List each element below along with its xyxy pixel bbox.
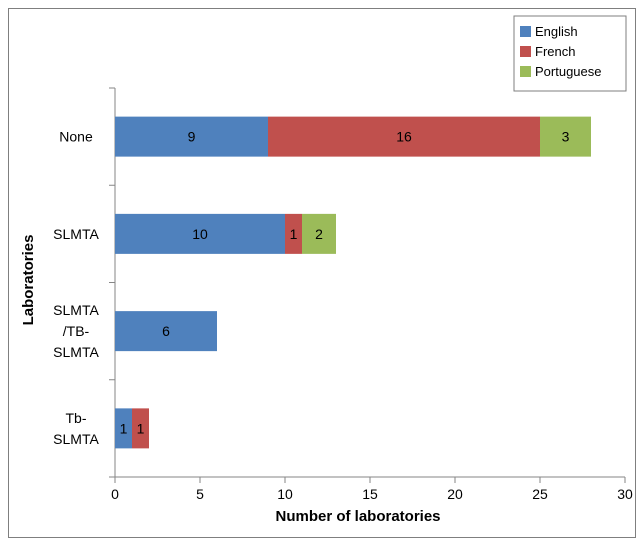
chart-frame: 0 5 10 15 20 25 30 None SLMTA SLMTA/TB-SLMTA Tb-SL… — [8, 8, 636, 538]
legend-swatch-portuguese — [520, 66, 531, 77]
y-axis-label: Laboratories — [20, 235, 37, 326]
x-tick-label: 20 — [447, 486, 463, 502]
data-label: 2 — [315, 226, 323, 242]
legend-swatch-french — [520, 46, 531, 57]
legend-swatch-english — [520, 26, 531, 37]
y-tick-label: SLMTA — [53, 226, 99, 242]
bar-segment-english — [115, 408, 132, 449]
data-label: 1 — [290, 226, 298, 242]
legend-label: French — [535, 44, 575, 59]
bar-segment-english — [115, 213, 285, 254]
data-label: 1 — [120, 420, 128, 436]
y-tick-label: Tb-SLMTA — [53, 410, 99, 447]
chart-border — [8, 8, 636, 538]
x-tick-label: 25 — [532, 486, 548, 502]
data-label: 6 — [162, 323, 170, 339]
y-tick-label: None — [59, 129, 93, 145]
bar-segment-portuguese — [302, 213, 336, 254]
data-label: 1 — [137, 420, 145, 436]
legend-box — [513, 15, 627, 92]
bar-segment-french — [268, 116, 540, 157]
data-label: 9 — [188, 129, 196, 145]
legend-label: Portuguese — [535, 64, 602, 79]
bar-segment-french — [132, 408, 149, 449]
x-tick-label: 30 — [617, 486, 633, 502]
legend: English French Portuguese — [513, 15, 627, 92]
bar-segment-french — [285, 213, 302, 254]
data-label: 10 — [192, 226, 208, 242]
legend-label: English — [535, 24, 578, 39]
x-tick-label: 10 — [277, 486, 293, 502]
data-label: 3 — [562, 129, 570, 145]
bar-segment-portuguese — [540, 116, 591, 157]
x-axis-label: Number of laboratories — [275, 508, 440, 525]
bar-segment-english — [115, 311, 217, 352]
x-tick-label: 5 — [196, 486, 204, 502]
y-tick-label: SLMTA/TB-SLMTA — [53, 302, 99, 360]
data-label: 16 — [396, 129, 412, 145]
x-tick-label: 0 — [111, 486, 119, 502]
stacked-bar-chart: 0 5 10 15 20 25 30 None SLMTA SLMTA/TB-SLMTA Tb-SL… — [8, 8, 636, 538]
x-tick-label: 15 — [362, 486, 378, 502]
bar-segment-english — [115, 116, 268, 157]
